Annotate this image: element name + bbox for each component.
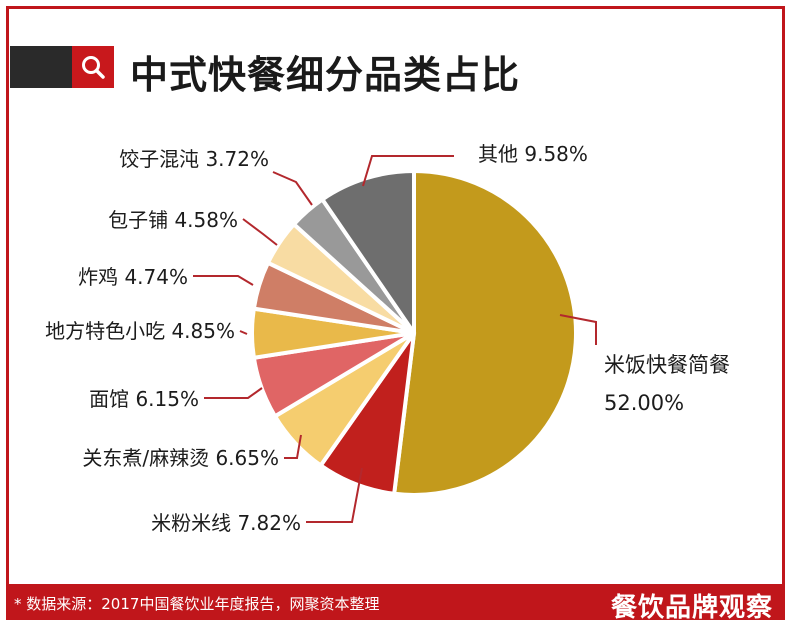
chart-title: 中式快餐细分品类占比 (130, 53, 521, 97)
leader-line (193, 275, 254, 286)
leader-line (204, 387, 263, 399)
leader-line (272, 171, 313, 206)
data-source-note: * 数据来源：2017中国餐饮业年度报告，网聚资本整理 (14, 595, 380, 613)
leader-line (239, 330, 248, 335)
search-icon (82, 56, 105, 79)
slice-label: 地方特色小吃 4.85% (45, 319, 235, 343)
slice-label: 关东煮/麻辣烫 6.65% (82, 446, 279, 470)
leader-line (306, 467, 363, 523)
slice-label: 52.00% (604, 391, 684, 415)
slice-label: 米饭快餐简餐 (604, 353, 730, 377)
leader-line (362, 155, 454, 187)
search-icon-box (72, 46, 114, 88)
footer-bar: * 数据来源：2017中国餐饮业年度报告，网聚资本整理 餐饮品牌观察 (6, 584, 785, 623)
slice-label: 其他 9.58% (478, 142, 588, 166)
leader-line (242, 218, 278, 246)
slice-label: 炸鸡 4.74% (78, 265, 188, 289)
slice-label: 米粉米线 7.82% (151, 511, 301, 535)
leader-line (284, 434, 302, 459)
leader-line (559, 314, 597, 345)
slice-label: 饺子混沌 3.72% (119, 147, 269, 171)
slice-label: 包子铺 4.58% (108, 208, 238, 232)
pie-slice (392, 169, 578, 497)
slice-label: 面馆 6.15% (89, 387, 199, 411)
brand-logo-text: 餐饮品牌观察 (610, 593, 773, 623)
